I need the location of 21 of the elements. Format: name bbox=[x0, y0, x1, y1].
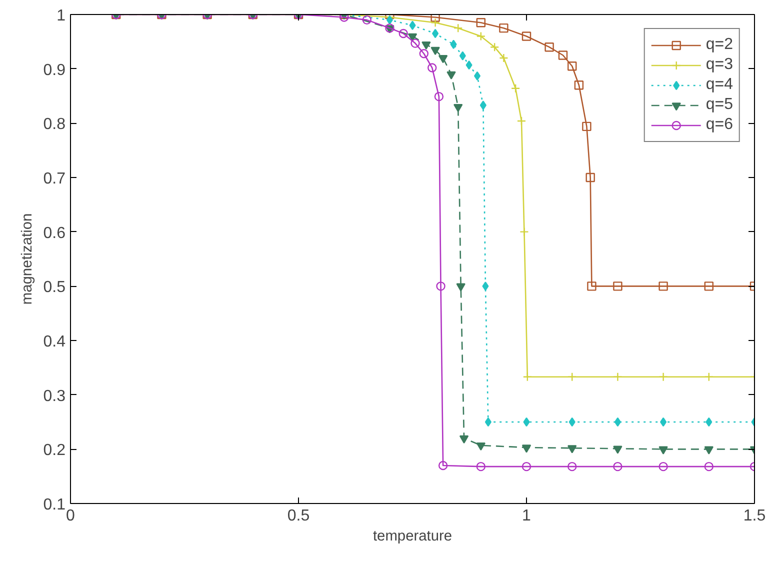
legend-label: q=3 bbox=[706, 56, 733, 74]
x-tick-label: 0.5 bbox=[287, 508, 310, 524]
legend-label: q=6 bbox=[706, 116, 733, 134]
legend-label: q=2 bbox=[706, 36, 733, 54]
y-tick-label: 0.6 bbox=[43, 224, 66, 242]
x-tick-label: 1.5 bbox=[743, 508, 766, 524]
y-axis-title: magnetization bbox=[19, 213, 36, 305]
y-tick-label: 0.5 bbox=[43, 279, 66, 296]
y-tick-label: 0.1 bbox=[43, 496, 66, 514]
x-tick-label: 0 bbox=[66, 508, 76, 524]
y-tick-label: 1 bbox=[56, 8, 66, 24]
y-tick-label: 0.9 bbox=[43, 62, 66, 79]
y-tick-label: 0.4 bbox=[43, 334, 66, 350]
y-tick-label: 0.7 bbox=[43, 170, 66, 188]
legend-label: q=5 bbox=[706, 96, 733, 114]
y-tick-label: 0.8 bbox=[43, 116, 66, 134]
legend-label: q=4 bbox=[706, 76, 733, 94]
x-tick-label: 1 bbox=[522, 508, 532, 524]
y-tick-label: 0.2 bbox=[43, 442, 66, 460]
y-tick-label: 0.3 bbox=[43, 388, 66, 405]
x-axis-title: temperature bbox=[372, 528, 452, 544]
